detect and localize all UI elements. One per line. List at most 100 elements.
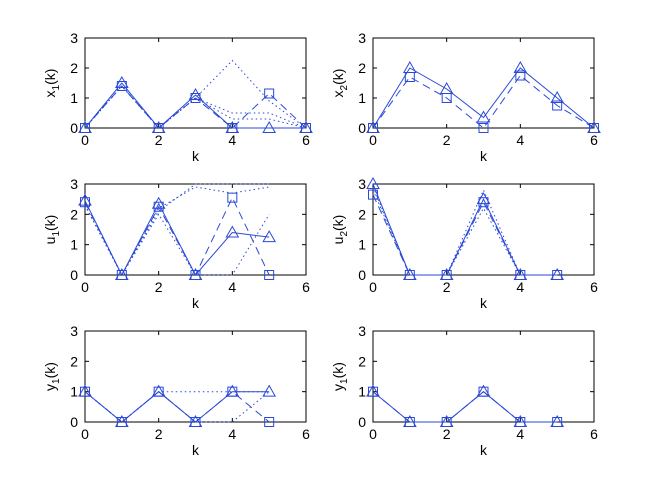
series-line-dotted — [84, 186, 270, 277]
series-line-dashed — [84, 196, 270, 277]
triangle-marker — [262, 384, 277, 397]
triangle-marker — [262, 120, 277, 133]
triangle-marker — [366, 176, 380, 189]
series-line-dashed — [372, 391, 558, 423]
x-tick-label: 0 — [81, 279, 89, 295]
axis-box — [372, 183, 595, 276]
square-marker — [589, 123, 599, 133]
series-line-dotted — [84, 391, 270, 423]
y-tick-label: 3 — [358, 30, 366, 46]
y-tick-label: 3 — [70, 323, 78, 339]
square-marker — [190, 93, 201, 103]
y-axis-label-main: y — [330, 384, 346, 391]
square-marker — [368, 123, 378, 133]
y-tick-label: 1 — [70, 90, 78, 106]
square-marker — [478, 123, 489, 133]
series-line-dotted — [84, 85, 307, 129]
y-tick-label: 2 — [70, 206, 78, 222]
square-marker — [264, 417, 275, 427]
y-axis-label-sub: 2 — [339, 231, 350, 237]
square-marker — [441, 270, 452, 280]
square-marker — [515, 270, 526, 280]
y-tick-label: 2 — [358, 353, 366, 369]
x-tick-label: 2 — [155, 426, 163, 442]
square-marker — [116, 270, 127, 280]
y-axis-label: y1(k) — [42, 362, 62, 391]
y-tick-label: 1 — [358, 384, 366, 400]
square-marker — [515, 70, 526, 81]
y-tick-label: 0 — [70, 267, 78, 283]
y-axis-label: u1(k) — [42, 215, 62, 245]
x-tick-label: 2 — [443, 132, 451, 148]
y-axis-label-main: y — [42, 384, 58, 391]
square-marker — [153, 123, 164, 133]
y-tick-label: 1 — [358, 237, 366, 253]
triangle-marker — [476, 192, 491, 205]
y-tick-label: 3 — [358, 323, 366, 339]
x-tick-label: 6 — [302, 279, 310, 295]
square-marker — [552, 100, 563, 111]
y-axis-label-sub: 2 — [339, 84, 350, 90]
square-marker — [441, 417, 452, 427]
y-axis-label-sub: 1 — [51, 231, 62, 237]
y-tick-label: 0 — [70, 414, 78, 430]
x-axis-label: k — [192, 442, 200, 458]
y-axis-label-main: x — [330, 90, 346, 97]
y-axis-label-main: u — [330, 237, 346, 245]
x-tick-label: 0 — [81, 426, 89, 442]
series-line-dotted — [372, 189, 558, 276]
triangle-marker — [262, 230, 277, 243]
x-axis-label: k — [192, 295, 200, 311]
y-axis-label-sub: 1 — [51, 84, 62, 90]
series-line-solid — [372, 67, 595, 129]
square-marker — [116, 81, 127, 91]
x-tick-label: 6 — [590, 132, 598, 148]
square-marker — [264, 270, 275, 280]
x-axis-label: k — [480, 295, 488, 311]
x-tick-label: 0 — [369, 426, 377, 442]
y-tick-label: 1 — [70, 237, 78, 253]
x-tick-label: 2 — [443, 426, 451, 442]
y-axis-label: u2(k) — [330, 215, 350, 245]
series-line-dashed — [84, 391, 270, 423]
square-marker — [515, 417, 526, 427]
square-marker — [80, 123, 90, 133]
series-line-solid — [84, 200, 270, 277]
square-marker — [301, 123, 311, 133]
y-tick-label: 3 — [70, 30, 78, 46]
triangle-marker — [550, 90, 565, 103]
y-tick-label: 0 — [358, 414, 366, 430]
square-marker — [116, 417, 127, 427]
series-line-solid — [84, 82, 306, 129]
square-marker — [478, 197, 489, 208]
square-marker — [80, 197, 90, 208]
triangle-marker — [78, 193, 92, 206]
triangle-marker — [513, 60, 528, 73]
square-marker — [153, 201, 164, 212]
series-line-dashed — [84, 85, 307, 129]
triangle-marker — [225, 225, 240, 238]
square-marker — [227, 192, 238, 203]
axis-box — [84, 330, 307, 423]
x-tick-label: 6 — [590, 426, 598, 442]
series-line-dashed — [372, 194, 558, 276]
y-tick-label: 2 — [70, 353, 78, 369]
y-axis-label-tail: (k) — [330, 215, 346, 231]
axis-box — [372, 330, 595, 423]
square-marker — [404, 417, 415, 427]
square-marker — [80, 386, 90, 397]
axis-box — [84, 183, 307, 276]
x-tick-label: 6 — [302, 132, 310, 148]
y-axis-label: x1(k) — [42, 69, 62, 98]
y-axis-label-tail: (k) — [42, 69, 58, 85]
y-tick-label: 1 — [358, 90, 366, 106]
x-tick-label: 4 — [228, 132, 236, 148]
y-tick-label: 1 — [70, 384, 78, 400]
x-tick-label: 2 — [155, 279, 163, 295]
x-tick-label: 4 — [516, 132, 524, 148]
x-tick-label: 6 — [590, 279, 598, 295]
series-line-solid — [372, 183, 558, 276]
series-line-dotted — [84, 85, 307, 129]
